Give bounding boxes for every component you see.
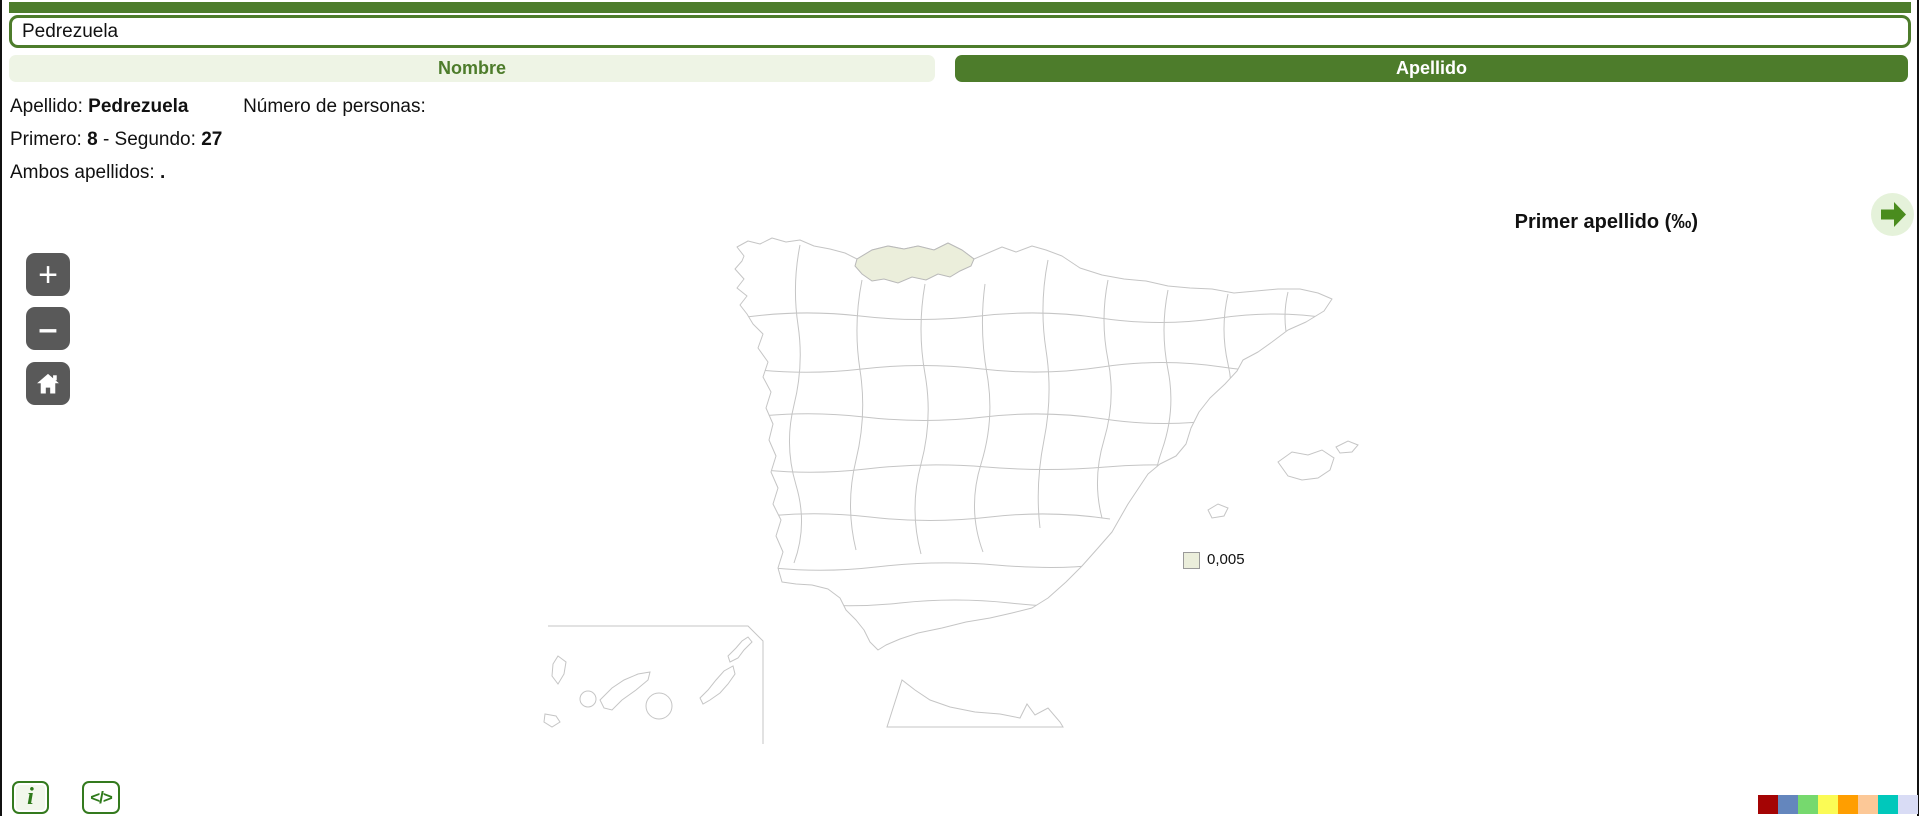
plus-icon: +: [38, 255, 58, 294]
color-palette: [1758, 795, 1918, 814]
apellido-value: Pedrezuela: [88, 96, 189, 117]
palette-swatch-peach[interactable]: [1858, 795, 1878, 814]
map-home-button[interactable]: [26, 362, 70, 405]
canary-inset-frame: [548, 625, 764, 744]
legend-value: 0,005: [1207, 551, 1245, 568]
ambos-value: .: [159, 162, 166, 183]
palette-swatch-teal[interactable]: [1878, 795, 1898, 814]
map-title: Primer apellido (‰): [1514, 211, 1698, 233]
legend-swatch: [1183, 552, 1200, 569]
palette-swatch-green[interactable]: [1798, 795, 1818, 814]
africa-coast: [886, 679, 1064, 728]
next-map-arrow-button[interactable]: [1871, 193, 1914, 236]
tab-nombre[interactable]: Nombre: [9, 55, 935, 82]
palette-swatch-blue[interactable]: [1778, 795, 1798, 814]
palette-swatch-red[interactable]: [1758, 795, 1778, 814]
personas-label: Número de personas:: [243, 96, 426, 117]
search-input[interactable]: [9, 15, 1911, 48]
segundo-value: 27: [201, 129, 223, 150]
detail-line-counts: Primero: 8 - Segundo: 27: [10, 123, 426, 156]
code-icon: </>: [90, 787, 113, 807]
detail-line-apellido: Apellido: Pedrezuela Número de personas:: [10, 90, 426, 123]
result-details: Apellido: Pedrezuela Número de personas:…: [10, 90, 426, 189]
apellido-label: Apellido:: [10, 96, 83, 117]
segundo-label: - Segundo:: [102, 129, 196, 150]
peninsula-outline: [734, 237, 1333, 651]
canary-islands: [543, 636, 753, 728]
ambos-label: Ambos apellidos:: [10, 162, 155, 183]
zoom-in-button[interactable]: +: [26, 253, 70, 296]
detail-line-ambos: Ambos apellidos: .: [10, 156, 426, 189]
zoom-out-button[interactable]: –: [26, 307, 70, 350]
primero-value: 8: [87, 129, 98, 150]
info-icon: i: [27, 784, 34, 810]
palette-swatch-lavender[interactable]: [1898, 795, 1918, 814]
tab-apellido[interactable]: Apellido: [955, 55, 1908, 82]
window-border-left: [0, 0, 2, 816]
balearic-islands: [1207, 440, 1359, 519]
home-icon: [37, 373, 59, 393]
spain-provinces-map[interactable]: [430, 180, 1430, 800]
embed-code-button[interactable]: </>: [82, 781, 120, 814]
info-button[interactable]: i: [12, 781, 49, 814]
palette-swatch-yellow[interactable]: [1818, 795, 1838, 814]
window-border-right: [1917, 0, 1919, 816]
highlighted-region[interactable]: [854, 242, 975, 284]
minus-icon: –: [38, 309, 58, 348]
primero-label: Primero:: [10, 129, 82, 150]
top-accent-bar: [9, 2, 1911, 13]
right-arrow-icon: [1881, 202, 1906, 227]
palette-swatch-orange[interactable]: [1838, 795, 1858, 814]
